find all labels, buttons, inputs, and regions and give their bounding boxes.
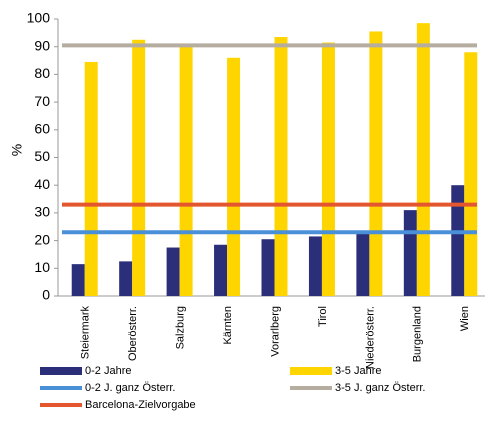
y-tick-label: 20: [34, 231, 50, 247]
bar: [416, 23, 430, 297]
x-tick-label: Oberösterr.: [127, 306, 139, 361]
y-tick-label: 60: [34, 121, 50, 137]
bar: [261, 239, 275, 296]
bar: [308, 236, 322, 296]
legend-label: 0-2 Jahre: [85, 365, 131, 377]
bar: [119, 261, 133, 296]
bar: [84, 61, 98, 297]
y-tick-label: 100: [27, 10, 51, 26]
x-tick-label: Niederösterr.: [364, 306, 376, 369]
x-tick-label: Salzburg: [175, 306, 187, 349]
y-tick-label: 70: [34, 93, 50, 109]
legend-label: Barcelona-Zielvorgabe: [85, 399, 196, 411]
y-tick-label: 90: [34, 37, 50, 53]
bar: [464, 52, 478, 296]
y-tick-label: 0: [42, 287, 50, 303]
legend-label: 3-5 Jahre: [335, 365, 381, 377]
x-tick-label: Tirol: [317, 306, 329, 327]
bar: [356, 230, 370, 296]
bar: [451, 185, 465, 296]
bar: [274, 37, 288, 296]
bar: [71, 264, 85, 296]
legend-swatch: [290, 367, 332, 375]
legend-label: 3-5 J. ganz Österr.: [335, 382, 425, 394]
y-tick-label: 30: [34, 204, 50, 220]
x-tick-label: Vorarlberg: [269, 306, 281, 357]
x-tick-label: Wien: [459, 306, 471, 331]
x-tick-label: Kärnten: [222, 306, 234, 345]
x-tick-label: Burgenland: [412, 306, 424, 362]
legend-label: 0-2 J. ganz Österr.: [85, 382, 175, 394]
bar: [403, 210, 417, 296]
bar: [227, 57, 241, 296]
bar: [166, 247, 180, 296]
x-tick-label: Steiermark: [80, 306, 92, 360]
bar: [369, 31, 383, 297]
bar: [179, 45, 193, 296]
bar: [132, 39, 146, 297]
bar: [214, 244, 228, 296]
y-axis-label: %: [9, 144, 25, 156]
y-tick-label: 10: [34, 259, 50, 275]
y-tick-label: 80: [34, 65, 50, 81]
bar: [321, 42, 335, 296]
legend-swatch: [40, 367, 82, 375]
y-tick-label: 50: [34, 148, 50, 164]
y-tick-label: 40: [34, 176, 50, 192]
